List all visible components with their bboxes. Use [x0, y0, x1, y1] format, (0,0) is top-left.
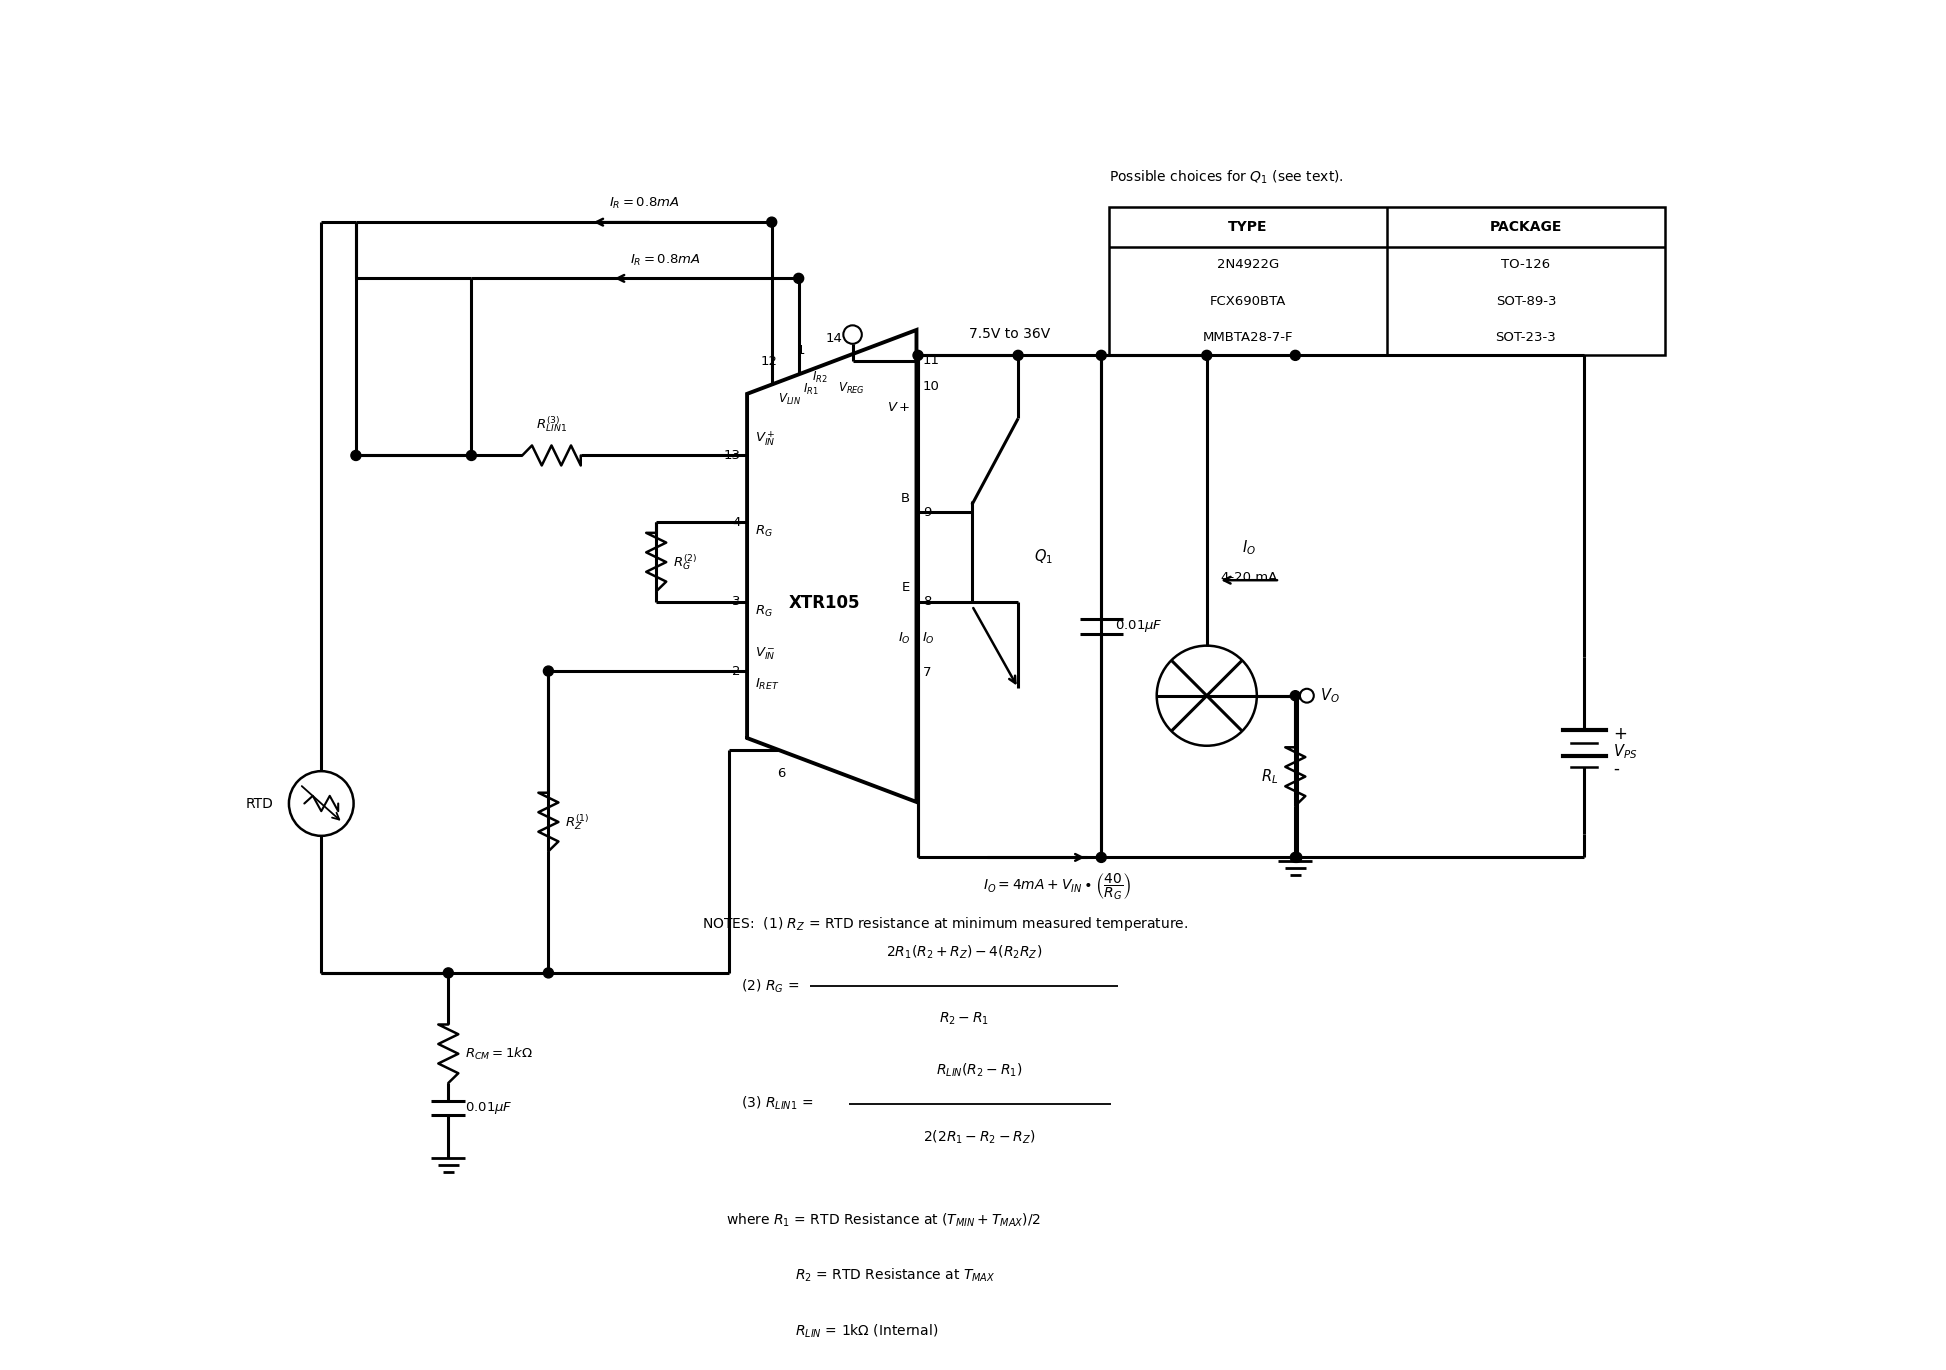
- Text: $V+$: $V+$: [887, 401, 911, 414]
- Text: TO-126: TO-126: [1502, 259, 1551, 271]
- Circle shape: [543, 967, 553, 978]
- Text: +: +: [1613, 725, 1627, 743]
- Circle shape: [1096, 351, 1105, 360]
- Text: Possible choices for $Q_1$ (see text).: Possible choices for $Q_1$ (see text).: [1109, 169, 1345, 186]
- Circle shape: [794, 274, 804, 284]
- Text: $I_R = 0.8mA$: $I_R = 0.8mA$: [631, 252, 701, 267]
- Circle shape: [350, 451, 360, 460]
- Text: SOT-89-3: SOT-89-3: [1496, 295, 1557, 308]
- Text: MMBTA28-7-F: MMBTA28-7-F: [1203, 330, 1294, 344]
- Text: $R_G^{(2)}$: $R_G^{(2)}$: [673, 552, 697, 571]
- Text: $R_G$: $R_G$: [755, 603, 773, 618]
- Text: $I_{RET}$: $I_{RET}$: [755, 677, 778, 692]
- Text: (3) $R_{LIN1}$ =: (3) $R_{LIN1}$ =: [741, 1095, 813, 1112]
- Text: $V_{REG}$: $V_{REG}$: [839, 381, 864, 396]
- Text: $2(2R_1 - R_2 - R_Z)$: $2(2R_1 - R_2 - R_Z)$: [924, 1129, 1035, 1145]
- Bar: [1109, 207, 1666, 355]
- Text: 7: 7: [922, 666, 930, 680]
- Text: 9: 9: [922, 506, 930, 519]
- Text: $I_O = 4mA + V_{IN} \bullet \left(\dfrac{40}{R_G}\right)$: $I_O = 4mA + V_{IN} \bullet \left(\dfrac…: [983, 871, 1133, 901]
- Text: $Q_1$: $Q_1$: [1033, 548, 1053, 566]
- Text: 2: 2: [732, 664, 741, 678]
- Circle shape: [1203, 351, 1212, 360]
- Text: (2) $R_G$ =: (2) $R_G$ =: [741, 977, 800, 995]
- Text: SOT-23-3: SOT-23-3: [1496, 330, 1557, 344]
- Text: $V_{IN}^-$: $V_{IN}^-$: [755, 645, 775, 662]
- Circle shape: [767, 218, 776, 227]
- Circle shape: [1096, 852, 1105, 862]
- Text: where $R_1$ = RTD Resistance at $(T_{MIN} + T_{MAX})/2$: where $R_1$ = RTD Resistance at $(T_{MIN…: [726, 1211, 1041, 1229]
- Text: 6: 6: [778, 767, 786, 780]
- Text: E: E: [903, 581, 911, 595]
- Text: 8: 8: [922, 595, 930, 608]
- Text: $R_2$ = RTD Resistance at $T_{MAX}$: $R_2$ = RTD Resistance at $T_{MAX}$: [794, 1267, 994, 1285]
- Text: $V_{IN}^+$: $V_{IN}^+$: [755, 429, 775, 448]
- Text: 7.5V to 36V: 7.5V to 36V: [969, 327, 1051, 341]
- Text: $0.01\mu F$: $0.01\mu F$: [1115, 618, 1164, 634]
- Text: XTR105: XTR105: [788, 595, 860, 612]
- Text: 11: 11: [922, 355, 940, 367]
- Text: PACKAGE: PACKAGE: [1491, 219, 1563, 234]
- Text: FCX690BTA: FCX690BTA: [1210, 295, 1286, 308]
- Text: $I_R = 0.8mA$: $I_R = 0.8mA$: [609, 196, 679, 211]
- Circle shape: [467, 451, 477, 460]
- Circle shape: [1292, 852, 1302, 862]
- Text: $R_{CM} = 1k\Omega$: $R_{CM} = 1k\Omega$: [465, 1045, 533, 1062]
- Text: 3: 3: [732, 595, 741, 608]
- Circle shape: [444, 967, 453, 978]
- Text: $I_O$: $I_O$: [897, 630, 911, 645]
- Text: $0.01\mu F$: $0.01\mu F$: [465, 1100, 514, 1115]
- Text: 14: 14: [825, 332, 843, 345]
- Circle shape: [1290, 690, 1300, 700]
- Text: $V_{PS}$: $V_{PS}$: [1613, 743, 1639, 762]
- Circle shape: [1290, 852, 1300, 862]
- Text: $R_{LIN}$ = 1k$\Omega$ (Internal): $R_{LIN}$ = 1k$\Omega$ (Internal): [794, 1322, 938, 1340]
- Text: $2R_1(R_2 + R_Z) - 4(R_2R_Z)$: $2R_1(R_2 + R_Z) - 4(R_2R_Z)$: [885, 944, 1043, 962]
- Text: TYPE: TYPE: [1228, 219, 1267, 234]
- Text: 4-20 mA: 4-20 mA: [1220, 571, 1277, 584]
- Text: $V_O$: $V_O$: [1319, 686, 1339, 706]
- Text: $I_{R1}$: $I_{R1}$: [804, 382, 819, 397]
- Text: B: B: [901, 492, 911, 506]
- Text: $V_{LIN}$: $V_{LIN}$: [778, 392, 802, 407]
- Circle shape: [1014, 351, 1024, 360]
- Text: $I_O$: $I_O$: [1242, 538, 1255, 558]
- Text: 10: 10: [922, 379, 940, 393]
- Circle shape: [1290, 351, 1300, 360]
- Text: RTD: RTD: [245, 796, 274, 811]
- Text: 12: 12: [761, 355, 776, 367]
- Text: $R_Z^{(1)}$: $R_Z^{(1)}$: [566, 812, 590, 832]
- Text: 1: 1: [796, 344, 806, 358]
- Text: $I_O$: $I_O$: [922, 630, 934, 645]
- Text: $R_2 - R_1$: $R_2 - R_1$: [940, 1011, 989, 1028]
- Text: 2N4922G: 2N4922G: [1216, 259, 1279, 271]
- Text: 13: 13: [724, 449, 741, 462]
- Text: -: -: [1613, 760, 1619, 778]
- Circle shape: [913, 351, 922, 360]
- Text: $R_{LIN1}^{(3)}$: $R_{LIN1}^{(3)}$: [535, 414, 566, 434]
- Text: 4: 4: [732, 516, 741, 529]
- Circle shape: [543, 666, 553, 675]
- Text: NOTES:  (1) $R_Z$ = RTD resistance at minimum measured temperature.: NOTES: (1) $R_Z$ = RTD resistance at min…: [703, 915, 1189, 933]
- Text: $R_G$: $R_G$: [755, 525, 773, 540]
- Text: $I_{R2}$: $I_{R2}$: [811, 370, 827, 385]
- Text: $R_L$: $R_L$: [1261, 767, 1279, 786]
- Text: $R_{LIN}(R_2 - R_1)$: $R_{LIN}(R_2 - R_1)$: [936, 1062, 1024, 1080]
